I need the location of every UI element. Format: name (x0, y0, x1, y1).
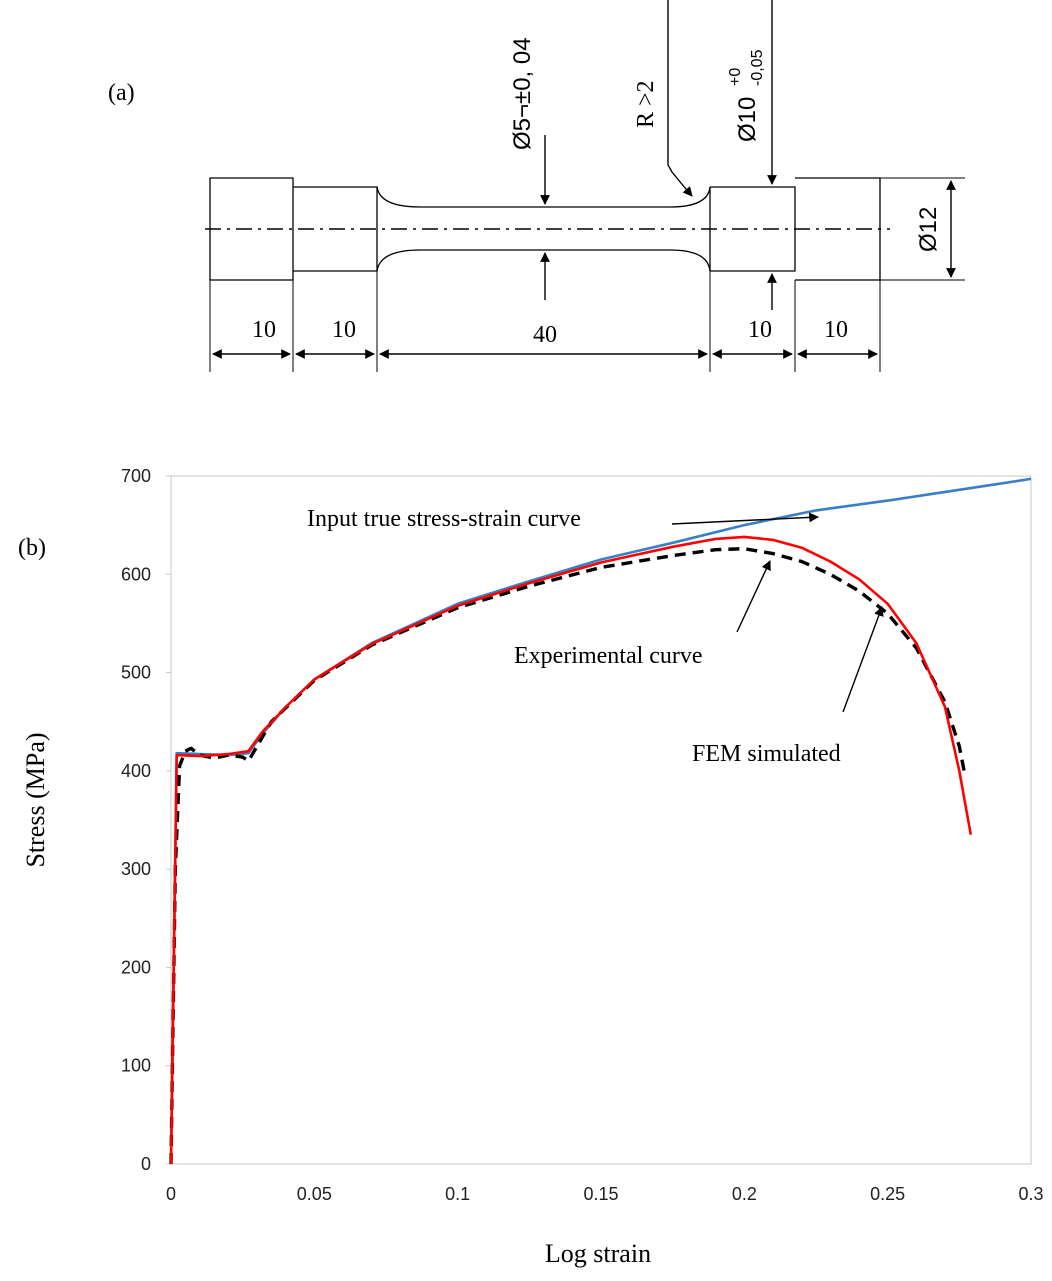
y-tick-label-0: 0 (141, 1154, 151, 1174)
x-tick-label-1: 0.05 (297, 1184, 332, 1204)
annotation-experimental-curve: Experimental curve (514, 643, 703, 669)
y-tick-label-5: 500 (121, 663, 151, 683)
y-tick-label-2: 200 (121, 957, 151, 977)
y-tick-label-1: 100 (121, 1056, 151, 1076)
series-line-input (169, 477, 1032, 1165)
x-tick-label-4: 0.2 (732, 1184, 757, 1204)
y-tick-label-3: 300 (121, 859, 151, 879)
y-tick-label-6: 600 (121, 564, 151, 584)
dim-length-1: 10 (252, 317, 276, 343)
specimen-outline-gauge-bottom (376, 249, 711, 272)
x-tick-label-2: 0.1 (445, 1184, 470, 1204)
dim-radius: R >2 (633, 80, 659, 128)
dim-gauge-diameter: Ø5¬±0, 04 (509, 37, 536, 150)
dim-shoulder-tol-upper: +0 (727, 68, 744, 86)
specimen-drawing (205, 177, 965, 372)
specimen-outline-gauge-top (376, 186, 711, 208)
y-tick-label-7: 700 (121, 466, 151, 486)
x-tick-label-6: 0.3 (1018, 1184, 1043, 1204)
x-axis-label: Log strain (545, 1239, 651, 1268)
panel-a-label: (a) (108, 80, 135, 106)
annotation-arrows (671, 512, 884, 713)
y-axis-label: Stress (MPa) (21, 732, 50, 867)
dim-length-5: 10 (824, 317, 848, 343)
arrow-experimental (736, 560, 771, 633)
series-line-fem (169, 535, 973, 1165)
x-tick-label-0: 0 (166, 1184, 176, 1204)
plot-frame (170, 475, 1032, 1165)
diameter-dimensions (540, 0, 956, 310)
plot-area: 0 0.05 0.1 0.15 0.2 0.25 0.3 0 100 200 300 400 500 60… (121, 466, 1044, 1204)
dim-shoulder-tol-lower: -0,05 (749, 49, 766, 86)
specimen-outline-right-shoulder (710, 186, 796, 272)
specimen-outline-left-shoulder (293, 186, 378, 272)
dim-length-3: 40 (533, 322, 557, 348)
dim-grip-diameter: Ø12 (915, 207, 942, 252)
x-tick-label-3: 0.15 (583, 1184, 618, 1204)
arrow-fem (842, 606, 884, 713)
dim-length-4: 10 (748, 317, 772, 343)
x-tick-label-5: 0.25 (870, 1184, 905, 1204)
dim-length-2: 10 (332, 317, 356, 343)
dim-shoulder-diameter: Ø10 (734, 97, 761, 142)
panel-b-label: (b) (18, 535, 46, 561)
annotation-input-curve: Input true stress-strain curve (307, 506, 581, 532)
y-tick-label-4: 400 (121, 761, 151, 781)
series-line-experimental (169, 547, 967, 1165)
arrow-input (671, 512, 819, 525)
annotation-fem-curve: FEM simulated (692, 741, 841, 767)
